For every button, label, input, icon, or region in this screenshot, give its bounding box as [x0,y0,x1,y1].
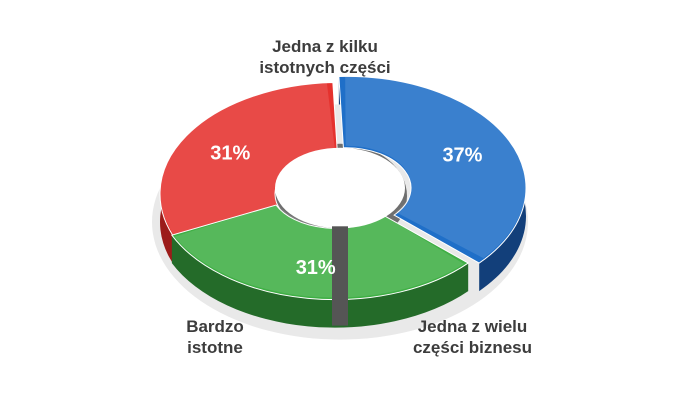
value-label: 37% [442,144,482,166]
slice-highlight [174,204,464,298]
category-label-line: istotne [187,338,243,357]
value-label: 31% [296,257,336,279]
category-label-line: części biznesu [412,338,533,357]
category-label-blue: Jedna z wielu części biznesu [385,316,560,358]
slice-highlight [345,74,526,259]
slice-gap [332,226,348,326]
donut-hole [275,147,405,229]
slice-top [338,75,527,264]
category-label-line: istotnych części [259,58,391,77]
category-label-line: Jedna z kilku [272,37,378,56]
category-label-green: Bardzo istotne [160,316,270,358]
slice-highlight [160,80,336,236]
category-label-line: Bardzo [186,317,244,336]
slice-outer-wall [171,235,469,328]
value-label: 31% [210,143,250,165]
category-label-red: Jedna z kilku istotnych części [235,36,415,78]
category-label-line: Jedna z wielu [417,317,528,336]
